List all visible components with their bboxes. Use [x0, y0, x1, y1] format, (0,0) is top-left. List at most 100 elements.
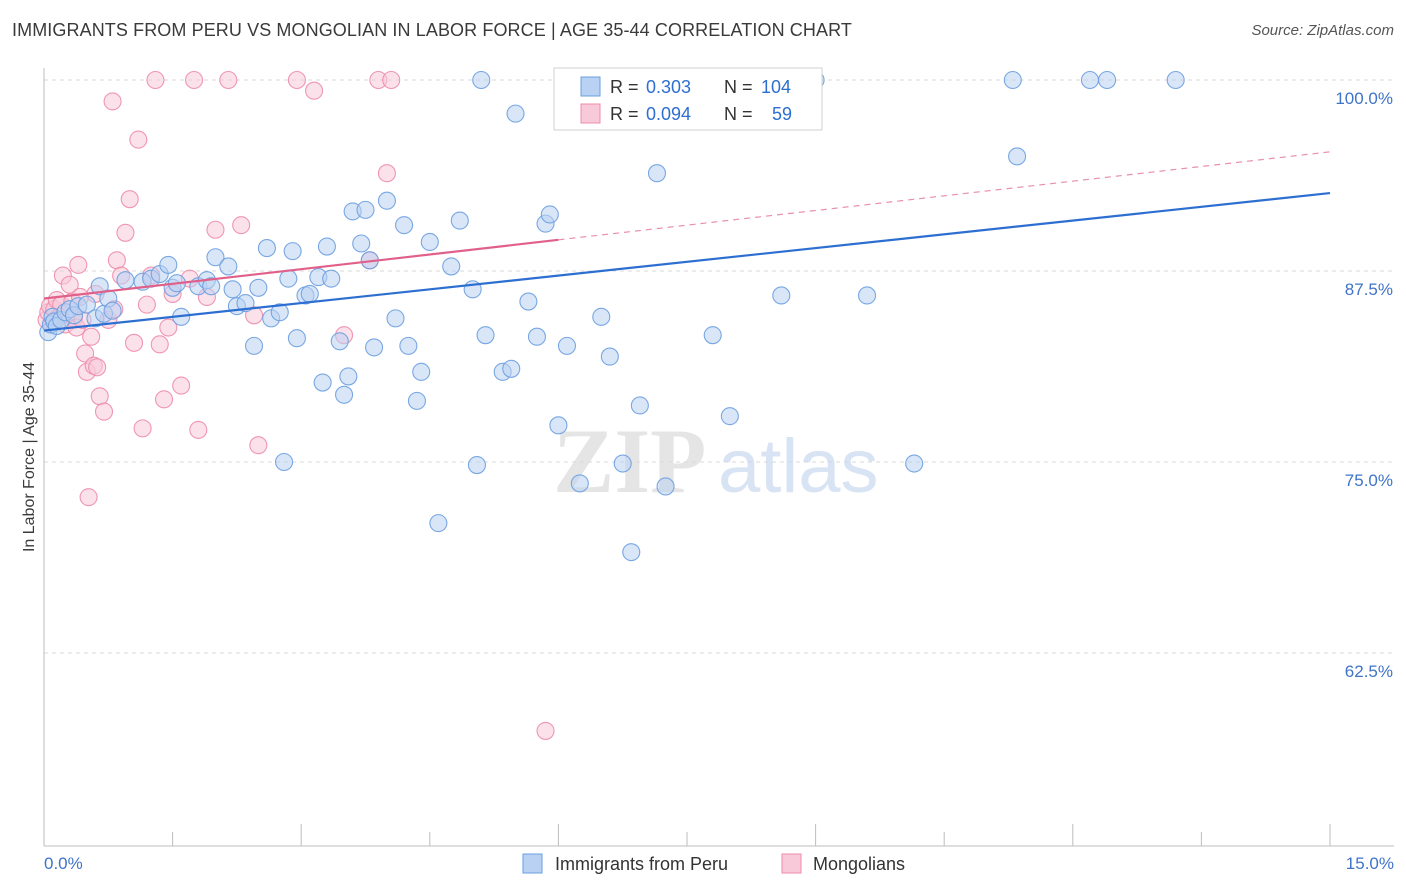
scatter-point	[69, 255, 88, 274]
scatter-point	[82, 327, 101, 346]
scatter-point	[172, 376, 191, 395]
scatter-point	[472, 70, 491, 90]
scatter-point	[159, 255, 178, 274]
scatter-point	[206, 248, 225, 267]
scatter-point	[703, 326, 722, 345]
scatter-point	[467, 456, 487, 475]
scatter-point	[116, 223, 135, 242]
y-tick-label: 75.0%	[1345, 471, 1393, 490]
scatter-point	[189, 420, 208, 439]
scatter-point	[630, 396, 649, 415]
scatter-point	[622, 543, 641, 562]
scatter-point	[442, 257, 461, 276]
x-tick-label-min: 0.0%	[44, 854, 83, 873]
watermark-atlas: atlas	[718, 424, 879, 509]
scatter-point	[287, 329, 306, 348]
x-tick-label-max: 15.0%	[1346, 854, 1394, 873]
scatter-point	[412, 362, 431, 381]
scatter-point	[502, 359, 521, 378]
legend-r-value-mongolians: 0.094	[646, 104, 691, 124]
legend-swatch-mongolians	[580, 103, 601, 124]
scatter-point	[249, 436, 268, 455]
scatter-point	[202, 277, 221, 296]
trend-line-peru	[43, 191, 1331, 332]
bottom-legend-label-peru: Immigrants from Peru	[555, 854, 728, 874]
scatter-point	[159, 318, 178, 337]
scatter-point	[150, 335, 169, 354]
scatter-point	[476, 326, 495, 345]
scatter-point	[236, 294, 255, 313]
scatter-point	[90, 387, 109, 406]
scatter-point	[244, 336, 264, 355]
scatter-point	[557, 336, 577, 355]
scatter-point	[322, 269, 341, 288]
scatter-point	[107, 251, 126, 270]
scatter-point	[429, 514, 448, 533]
scatter-point	[1003, 70, 1022, 90]
legend-r-label-peru: R =	[610, 77, 639, 97]
scatter-point	[772, 286, 791, 305]
bottom-legend-swatch-peru	[522, 853, 543, 874]
scatter-point	[506, 104, 525, 123]
y-axis-label: In Labor Force | Age 35-44	[21, 362, 38, 552]
legend-r-value-peru: 0.303	[646, 77, 691, 97]
scatter-point	[382, 70, 401, 90]
scatter-point	[90, 277, 109, 296]
trend-line-mongolians	[43, 238, 559, 300]
scatter-point	[270, 303, 289, 322]
scatter-point	[720, 407, 739, 426]
scatter-point	[283, 242, 302, 261]
mongolians-points	[37, 70, 555, 740]
scatter-point	[570, 474, 589, 493]
scatter-point	[154, 390, 174, 409]
scatter-point	[300, 284, 319, 303]
scatter-point	[313, 373, 332, 392]
bottom-legend-label-mongolians: Mongolians	[813, 854, 905, 874]
scatter-point	[124, 333, 144, 352]
trend-lines	[43, 151, 1331, 332]
series-legend: Immigrants from Peru Mongolians	[522, 853, 905, 874]
scatter-point	[103, 301, 122, 320]
scatter-point	[450, 211, 469, 230]
scatter-point	[219, 257, 238, 276]
scatter-point	[279, 269, 298, 288]
scatter-point	[146, 70, 165, 90]
y-tick-label: 62.5%	[1345, 662, 1393, 681]
scatter-point	[129, 130, 148, 149]
scatter-point	[244, 306, 264, 325]
peru-points	[39, 70, 1185, 562]
scatter-point	[120, 190, 139, 209]
source-label: Source: ZipAtlas.com	[1251, 22, 1394, 39]
scatter-point	[206, 220, 225, 239]
legend-n-value-mongolians: 59	[772, 104, 792, 124]
scatter-point	[592, 307, 611, 326]
scatter-point	[275, 452, 294, 472]
scatter-point	[287, 70, 306, 90]
scatter-point	[536, 721, 555, 740]
scatter-point	[857, 286, 877, 305]
scatter-point	[647, 164, 667, 183]
scatter-point	[249, 278, 268, 297]
legend-n-label-peru: N =	[724, 77, 753, 97]
y-tick-label: 87.5%	[1345, 280, 1393, 299]
scatter-point	[519, 292, 538, 311]
scatter-point	[905, 454, 924, 473]
scatter-point	[377, 164, 396, 183]
scatter-point	[386, 309, 405, 328]
scatter-point	[232, 216, 251, 235]
scatter-point	[549, 416, 568, 435]
scatter-point	[317, 237, 336, 256]
scatter-point	[395, 216, 414, 235]
y-tick-label: 100.0%	[1335, 89, 1393, 108]
scatter-point	[420, 232, 439, 252]
scatter-point	[656, 477, 675, 496]
scatter-point	[407, 391, 426, 410]
scatter-point	[339, 367, 358, 386]
stats-legend: R = 0.303 N = 104 R = 0.094 N = 59	[553, 67, 823, 131]
scatter-point	[77, 295, 96, 314]
scatter-point	[184, 70, 204, 90]
scatter-point	[600, 347, 619, 366]
scatter-point	[527, 327, 547, 346]
scatter-point	[356, 200, 375, 219]
